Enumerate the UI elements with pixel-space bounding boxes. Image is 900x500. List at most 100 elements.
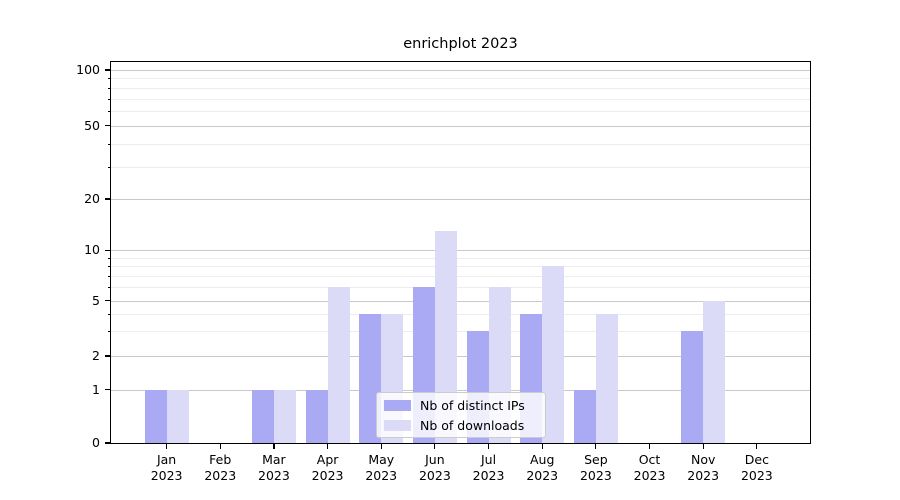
y-minor-tick — [107, 143, 110, 145]
gridline-major — [111, 125, 810, 127]
bar-distinct-ips-sep — [573, 389, 596, 443]
y-minor-tick — [107, 266, 110, 268]
y-tick — [105, 388, 110, 391]
x-tick-label: Jan 2023 — [135, 452, 199, 484]
plot-spine-left — [109, 62, 111, 445]
gridline-minor — [111, 266, 810, 268]
y-minor-tick — [107, 314, 110, 316]
y-minor-tick — [107, 287, 110, 289]
x-tick-month: Oct — [638, 452, 661, 467]
x-tick-year: 2023 — [526, 468, 559, 483]
x-tick-month: Jul — [481, 452, 497, 467]
x-tick-month: Nov — [690, 452, 716, 467]
bar-downloads-jan — [166, 389, 189, 443]
x-tick — [541, 444, 543, 449]
gridline-minor — [111, 143, 810, 145]
x-tick-label: Sep 2023 — [564, 452, 628, 484]
x-tick — [434, 444, 436, 449]
gridline-minor — [111, 78, 810, 80]
x-tick-month: Aug — [530, 452, 555, 467]
gridline-minor — [111, 87, 810, 89]
gridline-major — [111, 199, 810, 200]
chart-title: enrichplot 2023 — [403, 36, 518, 52]
x-tick — [326, 444, 329, 449]
y-tick — [105, 125, 110, 127]
x-tick-label: Aug 2023 — [510, 452, 574, 484]
legend-swatch-downloads — [384, 419, 411, 431]
x-tick — [702, 444, 704, 449]
y-tick-label: 0 — [92, 435, 100, 450]
x-tick-month: Feb — [209, 452, 232, 467]
x-tick-year: 2023 — [311, 468, 344, 483]
gridline-major — [111, 70, 810, 71]
gridline-major — [111, 250, 810, 252]
x-tick-year: 2023 — [579, 468, 612, 483]
y-minor-tick — [107, 331, 110, 333]
y-tick-label: 100 — [76, 62, 100, 77]
x-tick-year: 2023 — [633, 468, 666, 483]
y-minor-tick — [107, 166, 110, 168]
x-tick — [487, 444, 490, 449]
gridline-minor — [111, 314, 810, 316]
x-tick-month: Jan — [156, 452, 177, 467]
y-tick — [105, 69, 110, 71]
y-minor-tick — [107, 87, 110, 89]
x-tick-label: Feb 2023 — [188, 452, 252, 484]
x-tick-label: May 2023 — [349, 452, 413, 484]
gridline-minor — [111, 111, 810, 113]
x-tick-year: 2023 — [472, 468, 505, 483]
x-tick-year: 2023 — [687, 468, 720, 483]
x-tick-year: 2023 — [740, 468, 773, 483]
bar-distinct-ips-apr — [305, 389, 328, 443]
x-tick-month: Jun — [425, 452, 445, 467]
x-tick — [166, 444, 168, 449]
bar-downloads-jun — [434, 230, 457, 443]
x-tick-month: May — [368, 452, 395, 467]
legend-item-downloads: Nb of downloads — [384, 418, 538, 433]
y-tick-label: 20 — [84, 191, 100, 206]
bar-distinct-ips-jan — [144, 389, 167, 443]
y-tick-label: 10 — [84, 242, 100, 258]
y-minor-tick — [107, 111, 110, 113]
x-tick-label: Mar 2023 — [242, 452, 306, 484]
bar-distinct-ips-nov — [681, 331, 704, 443]
x-tick-label: Nov 2023 — [671, 452, 735, 484]
x-tick-year: 2023 — [150, 468, 183, 483]
y-tick — [105, 299, 110, 302]
x-tick-year: 2023 — [365, 468, 398, 483]
y-minor-tick — [107, 98, 110, 100]
plot-spine-right — [810, 62, 812, 445]
x-tick-month: Dec — [744, 452, 769, 467]
legend: Nb of distinct IPs Nb of downloads — [376, 392, 546, 438]
x-tick — [648, 444, 651, 449]
x-tick-label: Jul 2023 — [457, 452, 521, 484]
gridline-major — [111, 300, 810, 302]
y-tick — [105, 355, 110, 357]
gridline-major — [111, 356, 810, 357]
gridline-minor — [111, 257, 810, 259]
x-tick — [595, 444, 597, 449]
gridline-minor — [111, 98, 810, 100]
plot-area: Nb of distinct IPs Nb of downloads — [111, 62, 810, 443]
y-tick — [105, 198, 110, 200]
bar-downloads-mar — [273, 389, 296, 443]
bar-distinct-ips-may — [359, 314, 382, 443]
y-tick-label: 5 — [92, 292, 100, 308]
x-tick-month: Mar — [262, 452, 286, 467]
y-minor-tick — [107, 78, 110, 80]
plot-spine-bottom — [109, 443, 812, 445]
x-tick-year: 2023 — [258, 468, 290, 483]
bar-downloads-aug — [542, 266, 565, 443]
bar-distinct-ips-mar — [251, 389, 274, 443]
x-tick — [756, 444, 758, 449]
x-tick-year: 2023 — [418, 468, 451, 483]
x-tick — [273, 444, 275, 449]
gridline-major — [111, 389, 810, 391]
y-tick — [105, 249, 110, 251]
y-tick-label: 50 — [84, 117, 100, 133]
legend-label-distinct-ips: Nb of distinct IPs — [420, 397, 525, 413]
x-tick-label: Apr 2023 — [296, 452, 360, 484]
y-minor-tick — [107, 276, 110, 278]
x-tick — [380, 444, 382, 449]
